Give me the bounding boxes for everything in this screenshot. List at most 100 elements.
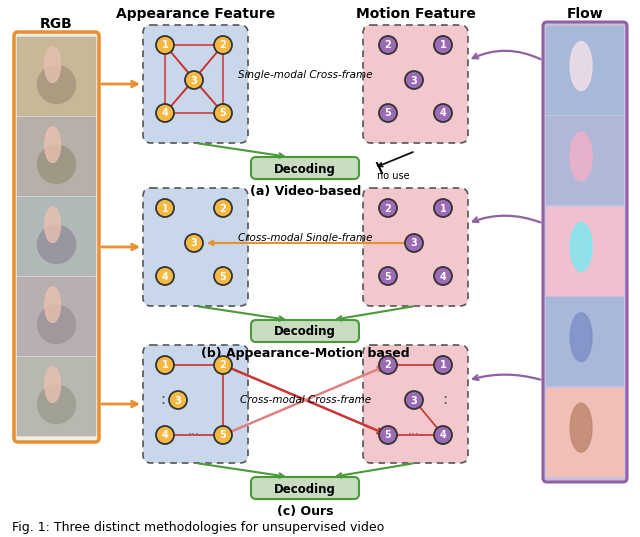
Text: 5: 5 [385,272,392,281]
Text: 3: 3 [191,76,197,85]
FancyBboxPatch shape [543,22,627,482]
FancyBboxPatch shape [546,297,624,386]
Text: 5: 5 [385,431,392,440]
FancyBboxPatch shape [143,345,248,463]
Circle shape [214,199,232,217]
Ellipse shape [45,47,60,82]
Text: Decoding: Decoding [274,163,336,176]
Text: 1: 1 [440,40,446,50]
Circle shape [405,234,423,252]
Text: Fig. 1: Three distinct methodologies for unsupervised video: Fig. 1: Three distinct methodologies for… [12,521,384,534]
FancyBboxPatch shape [17,117,96,196]
FancyBboxPatch shape [546,388,624,476]
Text: 5: 5 [220,431,227,440]
FancyBboxPatch shape [363,25,468,143]
Circle shape [156,426,174,444]
Text: no use: no use [377,171,410,181]
FancyBboxPatch shape [546,26,624,115]
Text: :: : [442,393,447,408]
FancyBboxPatch shape [546,117,624,205]
Text: 4: 4 [440,108,446,119]
Circle shape [379,36,397,54]
Circle shape [156,267,174,285]
Circle shape [434,36,452,54]
Circle shape [405,71,423,89]
FancyBboxPatch shape [14,32,99,442]
Text: 4: 4 [440,431,446,440]
FancyBboxPatch shape [17,277,96,356]
Text: 2: 2 [220,360,227,371]
Circle shape [156,356,174,374]
Ellipse shape [45,127,60,162]
Text: Single-modal Cross-frame: Single-modal Cross-frame [238,70,372,80]
Text: (a) Video-based: (a) Video-based [250,185,361,198]
Circle shape [214,356,232,374]
Text: 1: 1 [162,204,168,214]
Circle shape [379,356,397,374]
Ellipse shape [45,287,60,322]
Circle shape [434,426,452,444]
Text: :: : [161,393,166,408]
Text: 3: 3 [411,238,417,249]
Text: 2: 2 [220,40,227,50]
FancyBboxPatch shape [17,357,96,436]
Circle shape [379,426,397,444]
Text: (b) Appearance-Motion based: (b) Appearance-Motion based [201,347,410,360]
Circle shape [156,199,174,217]
Ellipse shape [45,367,60,402]
Circle shape [434,104,452,122]
Text: Appearance Feature: Appearance Feature [116,7,275,21]
Text: RGB: RGB [40,17,73,31]
Text: 2: 2 [385,360,392,371]
Text: 3: 3 [411,395,417,405]
Text: 4: 4 [440,272,446,281]
Circle shape [379,104,397,122]
Text: 5: 5 [385,108,392,119]
Text: Cross-modal Single-frame: Cross-modal Single-frame [238,233,372,243]
Text: Cross-modal Cross-frame: Cross-modal Cross-frame [240,395,371,405]
FancyBboxPatch shape [17,197,96,276]
FancyBboxPatch shape [363,345,468,463]
Text: 3: 3 [411,76,417,85]
Circle shape [405,391,423,409]
Text: Decoding: Decoding [274,483,336,496]
Text: 2: 2 [385,204,392,214]
FancyBboxPatch shape [363,188,468,306]
Circle shape [379,267,397,285]
Ellipse shape [570,132,592,181]
Text: Decoding: Decoding [274,325,336,338]
Circle shape [36,304,76,344]
Circle shape [379,199,397,217]
Circle shape [156,36,174,54]
FancyBboxPatch shape [17,37,96,116]
Ellipse shape [45,207,60,242]
Text: 5: 5 [220,272,227,281]
Text: 4: 4 [162,272,168,281]
Text: 2: 2 [385,40,392,50]
Circle shape [156,104,174,122]
Text: Motion Feature: Motion Feature [356,7,476,21]
Circle shape [434,199,452,217]
Ellipse shape [570,313,592,361]
Text: 1: 1 [162,360,168,371]
Text: 2: 2 [220,204,227,214]
Text: 5: 5 [220,108,227,119]
Circle shape [185,71,203,89]
Circle shape [169,391,187,409]
Text: ···: ··· [188,429,200,441]
Text: 1: 1 [440,204,446,214]
FancyBboxPatch shape [251,320,359,342]
Text: ···: ··· [408,429,420,441]
Circle shape [36,384,76,424]
Text: 4: 4 [162,431,168,440]
Circle shape [185,234,203,252]
Text: (c) Ours: (c) Ours [277,504,333,518]
Text: 3: 3 [191,238,197,249]
Circle shape [214,104,232,122]
Text: 4: 4 [162,108,168,119]
FancyBboxPatch shape [251,477,359,499]
FancyBboxPatch shape [251,157,359,179]
Text: 1: 1 [162,40,168,50]
Ellipse shape [570,41,592,90]
Circle shape [36,224,76,264]
